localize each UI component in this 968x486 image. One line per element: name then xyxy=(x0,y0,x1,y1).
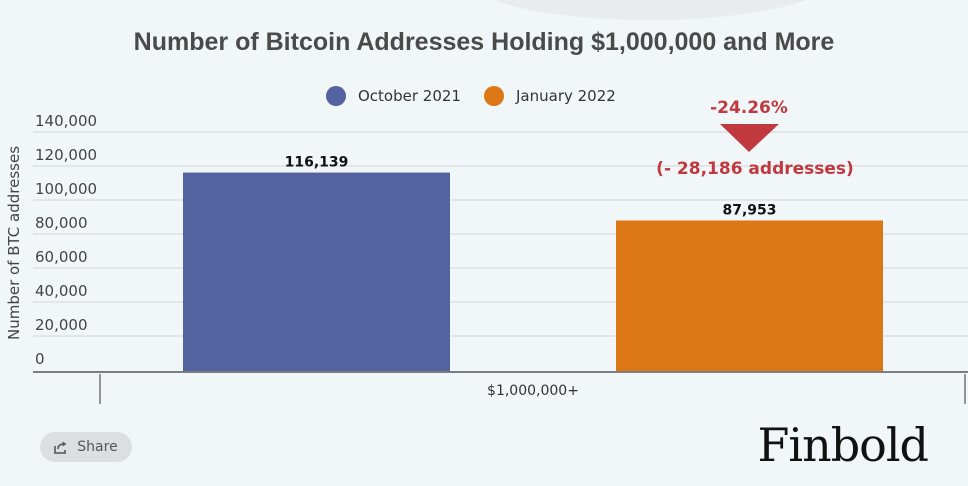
finbold-logo: Finbold xyxy=(757,418,929,472)
y-tick-label: 100,000 xyxy=(35,180,97,198)
y-tick-label: 120,000 xyxy=(35,146,97,164)
data-label: 87,953 xyxy=(722,202,776,218)
legend-label-january-2022: January 2022 xyxy=(516,87,616,105)
chart-title: Number of Bitcoin Addresses Holding $1,0… xyxy=(133,28,835,56)
y-tick-label: 0 xyxy=(35,350,45,368)
share-button[interactable]: Share xyxy=(40,432,132,462)
y-axis-label: Number of BTC addresses xyxy=(5,146,23,340)
change-percent-annotation: -24.26% xyxy=(710,98,788,118)
legend-dot-october-2021 xyxy=(326,86,346,106)
x-tick-label: $1,000,000+ xyxy=(487,383,579,399)
legend: October 2021 January 2022 xyxy=(0,86,968,110)
y-tick-label: 40,000 xyxy=(35,282,88,300)
share-label: Share xyxy=(77,439,118,455)
bar-october-2021[interactable] xyxy=(183,172,450,371)
bar-january-2022[interactable] xyxy=(616,220,883,371)
change-detail-annotation: (- 28,186 addresses) xyxy=(656,159,854,179)
legend-label-october-2021: October 2021 xyxy=(358,87,461,105)
y-tick-label: 20,000 xyxy=(35,316,88,334)
down-arrow-icon xyxy=(720,124,779,152)
y-tick-label: 60,000 xyxy=(35,248,88,266)
legend-dot-january-2022 xyxy=(484,86,504,106)
legend-item-january-2022[interactable]: January 2022 xyxy=(484,86,616,106)
bar-chart: 0 20,000 40,000 60,000 80,000 100,000 120,000 1… xyxy=(5,98,968,404)
y-tick-label: 80,000 xyxy=(35,214,88,232)
legend-item-october-2021[interactable]: October 2021 xyxy=(326,86,461,106)
y-tick-label: 140,000 xyxy=(35,112,97,130)
share-icon xyxy=(54,441,67,454)
bars: 116,139 87,953 xyxy=(183,155,883,371)
data-label: 116,139 xyxy=(285,155,349,171)
y-axis-tick-labels: 0 20,000 40,000 60,000 80,000 100,000 120,000 1… xyxy=(35,112,97,368)
